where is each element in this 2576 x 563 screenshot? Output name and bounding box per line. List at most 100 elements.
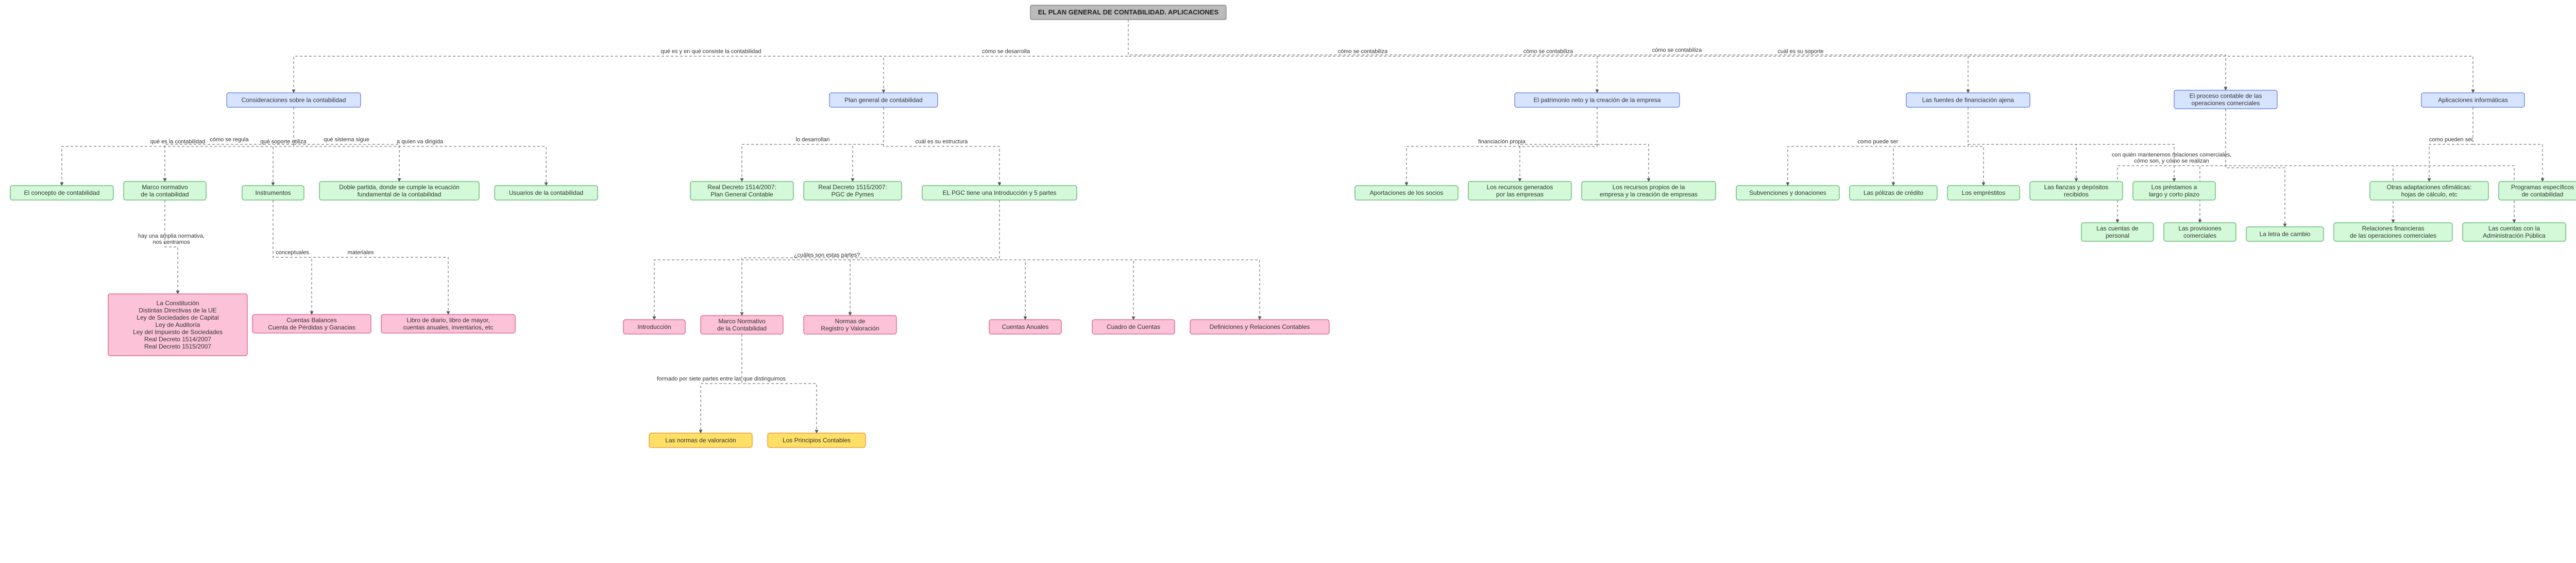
edge-label: conceptuales bbox=[276, 250, 309, 256]
node-label: Definiciones y Relaciones Contables bbox=[1210, 323, 1310, 330]
node-label: Plan General Contable bbox=[710, 191, 773, 198]
node-label: comerciales bbox=[2183, 232, 2216, 239]
node-g33: Los recursos propios de laempresa y la c… bbox=[1582, 181, 1716, 200]
edge-label: lo desarrollan bbox=[795, 137, 829, 143]
edge-label: qué es y en qué consiste la contabilidad bbox=[660, 48, 761, 55]
node-label: empresa y la creación de empresas bbox=[1600, 191, 1698, 198]
node-label: Las cuentas de bbox=[2096, 225, 2139, 232]
node-g62: Programas específicosde contabilidad bbox=[2499, 181, 2576, 200]
edge bbox=[999, 200, 1260, 320]
node-n1: Consideraciones sobre la contabilidad bbox=[227, 93, 361, 107]
edge bbox=[701, 334, 742, 433]
node-g15: Usuarios de la contabilidad bbox=[495, 186, 598, 200]
node-g54: Relaciones financierasde las operaciones… bbox=[2334, 223, 2452, 241]
edge bbox=[1128, 20, 2473, 93]
edge bbox=[2473, 107, 2543, 181]
node-g32: Los recursos generadospor las empresas bbox=[1468, 181, 1571, 200]
node-label: Relaciones financieras bbox=[2362, 225, 2425, 232]
edge-label: con quién mantenemos relaciones comercia… bbox=[2112, 152, 2231, 158]
node-label: Libro de diario, libro de mayor, bbox=[406, 317, 489, 324]
edge bbox=[165, 200, 178, 294]
node-label: de contabilidad bbox=[2522, 191, 2564, 198]
node-label: PGC de Pymes bbox=[832, 191, 874, 198]
node-g11: El concepto de contabilidad bbox=[10, 186, 113, 200]
node-label: Administración Pública bbox=[2483, 232, 2546, 239]
node-label: Instrumentos bbox=[255, 189, 291, 196]
node-label: Los recursos propios de la bbox=[1613, 184, 1685, 191]
edge bbox=[1893, 107, 1968, 186]
node-p11: La ConstituciónDistintas Directivas de l… bbox=[108, 294, 247, 356]
edge-label: cómo son, y cómo se realizan bbox=[2134, 158, 2209, 164]
node-n4: Las fuentes de financiación ajena bbox=[1906, 93, 2030, 107]
node-label: Introducción bbox=[637, 323, 671, 330]
node-g23: EL PGC tiene una Introducción y 5 partes bbox=[922, 186, 1077, 200]
node-label: Ley de Sociedades de Capital bbox=[137, 314, 218, 321]
edge bbox=[1597, 107, 1649, 181]
node-g51: Las cuentas depersonal bbox=[2081, 223, 2154, 241]
node-p21: Introducción bbox=[623, 320, 685, 334]
node-label: por las empresas bbox=[1496, 191, 1544, 198]
node-label: hojas de cálculo, etc bbox=[2401, 191, 2458, 198]
node-g13: Instrumentos bbox=[242, 186, 304, 200]
node-label: Programas específicos bbox=[2511, 184, 2574, 191]
edge bbox=[742, 334, 817, 433]
edge bbox=[884, 20, 1128, 93]
edge-label: cómo se contabiliza bbox=[1652, 47, 1702, 54]
node-n5: El proceso contable de lasoperaciones co… bbox=[2174, 90, 2277, 109]
node-label: recibidos bbox=[2064, 191, 2089, 198]
node-g61: Otras adaptaciones ofimáticas:hojas de c… bbox=[2370, 181, 2488, 200]
node-label: Cuentas Balances bbox=[286, 317, 336, 324]
edge bbox=[1128, 20, 2226, 90]
edge bbox=[853, 107, 884, 181]
node-label: Real Decreto 1515/2007 bbox=[144, 343, 211, 350]
node-label: Marco normativo bbox=[142, 184, 188, 191]
node-label: Real Decreto 1514/2007: bbox=[707, 184, 776, 191]
edge-label: cuál es su estructura bbox=[916, 139, 968, 145]
root-node-label: EL PLAN GENERAL DE CONTABILIDAD. APLICAC… bbox=[1038, 8, 1219, 16]
edge-label: formado por siete partes entre las que d… bbox=[657, 376, 786, 382]
node-label: Las cuentas con la bbox=[2488, 225, 2540, 232]
root-node: EL PLAN GENERAL DE CONTABILIDAD. APLICAC… bbox=[1030, 5, 1226, 20]
node-label: EL PGC tiene una Introducción y 5 partes bbox=[942, 189, 1056, 196]
node-g53: La letra de cambio bbox=[2246, 227, 2324, 241]
node-p26: Definiciones y Relaciones Contables bbox=[1190, 320, 1329, 334]
node-label: Los recursos generados bbox=[1487, 184, 1553, 191]
node-label: El patrimonio neto y la creación de la e… bbox=[1534, 96, 1661, 104]
edge bbox=[850, 200, 999, 316]
edge-label: hay una amplia normativa, bbox=[138, 233, 205, 239]
concept-map: qué es y en qué consiste la contabilidad… bbox=[0, 0, 2576, 563]
node-label: de la Contabilidad bbox=[717, 325, 767, 332]
node-p12: Cuentas BalancesCuenta de Pérdidas y Gan… bbox=[252, 314, 371, 333]
node-label: Consideraciones sobre la contabilidad bbox=[242, 96, 346, 104]
edge bbox=[1406, 107, 1597, 186]
node-g12: Marco normativode la contabilidad bbox=[124, 181, 206, 200]
node-g42: Las pólizas de crédito bbox=[1850, 186, 1937, 200]
edge-label: materiales bbox=[348, 250, 374, 256]
node-label: Otras adaptaciones ofimáticas: bbox=[2387, 184, 2472, 191]
edge bbox=[2429, 107, 2473, 181]
edge-label: financiación propia bbox=[1478, 139, 1526, 145]
node-label: Cuenta de Pérdidas y Ganacias bbox=[268, 324, 355, 331]
node-label: largo y corto plazo bbox=[2149, 191, 2199, 198]
edge bbox=[294, 20, 1128, 93]
node-n6: Aplicaciones informáticas bbox=[2421, 93, 2524, 107]
node-label: La Constitución bbox=[157, 300, 199, 307]
edge bbox=[2226, 109, 2285, 227]
edge bbox=[1968, 107, 1984, 186]
edge-label: a quíen va dirigida bbox=[397, 139, 444, 145]
node-label: Doble partida, donde se cumple la ecuaci… bbox=[339, 184, 459, 191]
edge-label: cómo se contabiliza bbox=[1338, 48, 1388, 55]
edge-label: cuál es su soporte bbox=[1777, 48, 1823, 55]
edge-label: qué sistema sigue bbox=[324, 137, 369, 143]
node-label: Subvenciones y donaciones bbox=[1749, 189, 1826, 196]
node-label: Los Principios Contables bbox=[783, 437, 851, 444]
edge bbox=[294, 107, 546, 186]
node-label: Cuentas Anuales bbox=[1002, 323, 1049, 330]
edge-label: como pueden ser bbox=[2429, 137, 2473, 143]
node-g41: Subvenciones y donaciones bbox=[1736, 186, 1839, 200]
edge bbox=[1968, 107, 2174, 181]
node-g31: Aportaciones de los socios bbox=[1355, 186, 1458, 200]
node-label: personal bbox=[2106, 232, 2129, 239]
edge-label: cómo se desarrolla bbox=[982, 48, 1030, 55]
node-y2: Los Principios Contables bbox=[768, 433, 866, 448]
